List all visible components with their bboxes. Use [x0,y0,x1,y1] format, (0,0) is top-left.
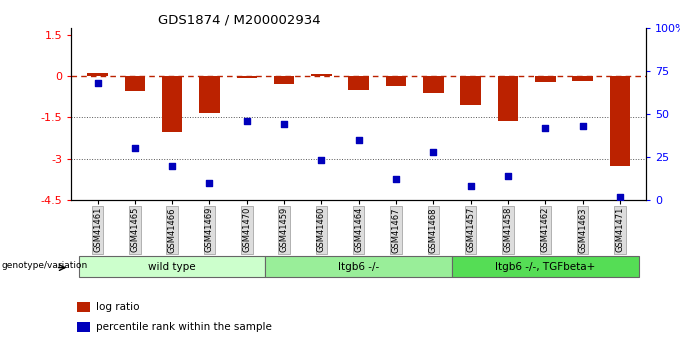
FancyBboxPatch shape [452,256,639,277]
Point [204,180,215,186]
Bar [237,76,257,78]
Bar [498,76,518,121]
Point [503,173,513,179]
Point [279,121,290,127]
Point [540,125,551,130]
Text: Itgb6 -/-, TGFbeta+: Itgb6 -/-, TGFbeta+ [495,262,596,272]
Point [428,149,439,155]
Point [577,123,588,129]
Bar [460,76,481,105]
Text: GDS1874 / M200002934: GDS1874 / M200002934 [158,13,320,27]
Point [354,137,364,142]
Point [241,118,252,124]
FancyBboxPatch shape [265,256,452,277]
Point [615,194,626,199]
Text: genotype/variation: genotype/variation [1,261,88,270]
Point [316,158,327,163]
Point [167,163,177,168]
Bar [423,76,443,93]
Text: Itgb6 -/-: Itgb6 -/- [338,262,379,272]
Bar [274,76,294,83]
Bar [610,76,630,166]
Text: percentile rank within the sample: percentile rank within the sample [95,322,271,332]
Bar [87,72,107,76]
Bar [311,74,332,76]
Point [390,177,401,182]
Point [92,80,103,86]
Bar [77,322,90,332]
FancyBboxPatch shape [79,256,265,277]
Bar [348,76,369,90]
Point [465,184,476,189]
Bar [573,76,593,81]
Bar [124,76,145,91]
Bar [77,302,90,312]
Bar [535,76,556,82]
Bar [386,76,406,86]
Bar [162,76,182,132]
Bar [199,76,220,113]
Point [129,146,140,151]
Text: log ratio: log ratio [95,302,139,312]
Text: wild type: wild type [148,262,196,272]
